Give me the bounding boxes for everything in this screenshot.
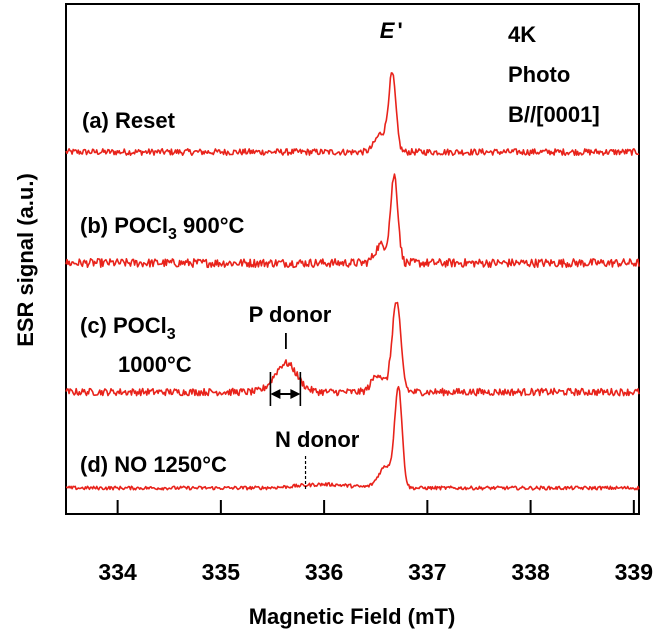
- x-ticks: 334 335 336 337 338 339: [98, 500, 653, 585]
- x-tick-label: 335: [202, 559, 241, 585]
- e-prime-label: E ': [380, 18, 403, 43]
- plot-frame: [65, 3, 640, 515]
- x-tick-label: 336: [305, 559, 343, 585]
- label-no-1250: (d) NO 1250°C: [80, 452, 227, 477]
- label-pocl3-900-sub: 3: [168, 226, 177, 243]
- p-donor-arrowhead-left: [270, 389, 281, 399]
- esr-trace-4: [65, 385, 640, 491]
- label-pocl3-1000-main: (c) POCl: [80, 313, 167, 338]
- label-reset: (a) Reset: [82, 108, 176, 133]
- condition-field-orientation: B//[0001]: [508, 102, 600, 127]
- label-pocl3-1000-temp: 1000°C: [118, 352, 192, 377]
- label-pocl3-1000-sub: 3: [167, 326, 176, 343]
- condition-temperature: 4K: [508, 22, 536, 47]
- x-tick-label: 334: [98, 559, 137, 585]
- label-pocl3-900-main: (b) POCl: [80, 213, 168, 238]
- label-pocl3-900-tail: 900°C: [177, 213, 245, 238]
- n-donor-label: N donor: [275, 427, 360, 452]
- x-tick-label: 337: [408, 559, 446, 585]
- y-axis-label: ESR signal (a.u.): [13, 173, 38, 347]
- e-prime-letter: E: [380, 18, 396, 43]
- x-axis-label: Magnetic Field (mT): [249, 604, 456, 629]
- condition-illumination: Photo: [508, 62, 570, 87]
- traces: [65, 72, 640, 491]
- label-pocl3-1000: (c) POCl3: [80, 313, 176, 343]
- esr-trace-3: [65, 301, 640, 397]
- esr-trace-2: [65, 173, 640, 269]
- e-prime-mark: ': [397, 18, 402, 43]
- x-tick-label: 338: [511, 559, 550, 585]
- p-donor-arrowhead-right: [290, 389, 301, 399]
- x-tick-label: 339: [615, 559, 653, 585]
- p-donor-label: P donor: [249, 302, 332, 327]
- label-pocl3-900: (b) POCl3 900°C: [80, 213, 245, 243]
- esr-trace-1: [65, 72, 640, 156]
